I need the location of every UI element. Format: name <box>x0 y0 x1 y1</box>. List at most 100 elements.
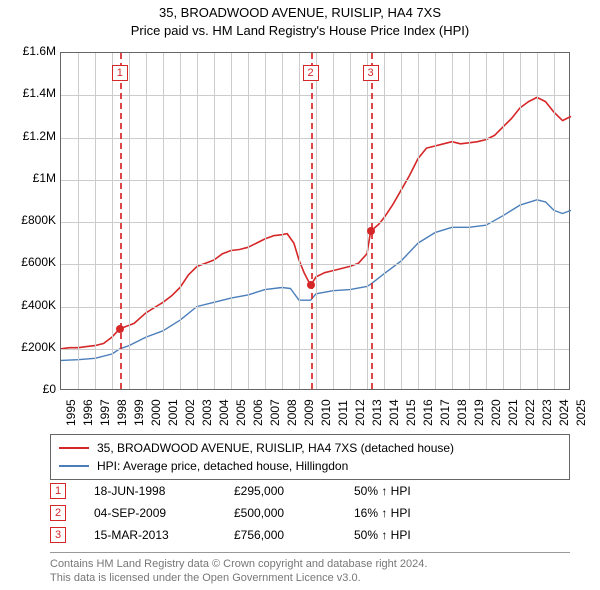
x-tick-label: 2010 <box>319 399 333 426</box>
y-tick-label: £1.4M <box>6 86 56 100</box>
x-tick-label: 2020 <box>489 399 503 426</box>
gridline-v <box>537 53 538 389</box>
sale-row-marker: 1 <box>50 483 66 499</box>
gridline-v <box>231 53 232 389</box>
gridline-v <box>95 53 96 389</box>
legend-swatch <box>59 447 89 449</box>
sale-row: 1 18-JUN-1998£295,00050% ↑ HPI <box>50 480 570 502</box>
x-tick-label: 2014 <box>387 399 401 426</box>
sale-row: 204-SEP-2009£500,00016% ↑ HPI <box>50 502 570 524</box>
gridline-h <box>61 180 569 181</box>
x-tick-label: 2016 <box>421 399 435 426</box>
legend-label: HPI: Average price, detached house, Hill… <box>97 459 348 473</box>
sale-row: 315-MAR-2013£756,00050% ↑ HPI <box>50 524 570 546</box>
x-tick-label: 2019 <box>472 399 486 426</box>
gridline-h <box>61 95 569 96</box>
sale-marker-line <box>371 53 373 389</box>
sale-row-price: £295,000 <box>234 484 354 498</box>
sale-marker-box: 2 <box>303 65 319 81</box>
y-tick-label: £800K <box>6 213 56 227</box>
legend: 35, BROADWOOD AVENUE, RUISLIP, HA4 7XS (… <box>50 434 570 480</box>
gridline-v <box>146 53 147 389</box>
gridline-v <box>163 53 164 389</box>
gridline-v <box>554 53 555 389</box>
sale-row-date: 15-MAR-2013 <box>94 528 234 542</box>
gridline-v <box>520 53 521 389</box>
footer: Contains HM Land Registry data © Crown c… <box>50 552 570 586</box>
x-tick-label: 2006 <box>251 399 265 426</box>
sale-row-date: 04-SEP-2009 <box>94 506 234 520</box>
sale-marker-dot <box>307 281 315 289</box>
gridline-v <box>401 53 402 389</box>
x-tick-label: 2012 <box>353 399 367 426</box>
gridline-v <box>469 53 470 389</box>
gridline-v <box>282 53 283 389</box>
sale-row-pct: 50% ↑ HPI <box>354 484 411 498</box>
x-tick-label: 2009 <box>302 399 316 426</box>
gridline-v <box>384 53 385 389</box>
footer-line2: This data is licensed under the Open Gov… <box>50 571 570 585</box>
gridline-v <box>367 53 368 389</box>
gridline-v <box>214 53 215 389</box>
legend-label: 35, BROADWOOD AVENUE, RUISLIP, HA4 7XS (… <box>97 441 454 455</box>
sale-row-date: 18-JUN-1998 <box>94 484 234 498</box>
x-tick-label: 1995 <box>64 399 78 426</box>
x-tick-label: 1996 <box>81 399 95 426</box>
sale-marker-box: 3 <box>363 65 379 81</box>
y-tick-label: £600K <box>6 255 56 269</box>
gridline-h <box>61 264 569 265</box>
gridline-v <box>248 53 249 389</box>
gridline-v <box>112 53 113 389</box>
sales-table: 118-JUN-1998£295,00050% ↑ HPI204-SEP-200… <box>50 480 570 546</box>
y-tick-label: £200K <box>6 340 56 354</box>
gridline-v <box>129 53 130 389</box>
gridline-v <box>486 53 487 389</box>
gridline-v <box>78 53 79 389</box>
chart-plot-area: 1 2 3 <box>60 52 570 390</box>
sale-row-price: £500,000 <box>234 506 354 520</box>
title-block: 35, BROADWOOD AVENUE, RUISLIP, HA4 7XS P… <box>0 0 600 40</box>
x-tick-label: 2005 <box>234 399 248 426</box>
gridline-v <box>435 53 436 389</box>
y-tick-label: £400K <box>6 298 56 312</box>
y-tick-label: £1.6M <box>6 44 56 58</box>
chart-svg <box>61 53 569 389</box>
x-tick-label: 2022 <box>523 399 537 426</box>
x-tick-label: 2018 <box>455 399 469 426</box>
footer-line1: Contains HM Land Registry data © Crown c… <box>50 557 570 571</box>
legend-swatch <box>59 465 89 467</box>
gridline-v <box>333 53 334 389</box>
sale-marker-line <box>311 53 313 389</box>
x-tick-label: 2013 <box>370 399 384 426</box>
sale-marker-line <box>120 53 122 389</box>
gridline-h <box>61 349 569 350</box>
y-tick-label: £0 <box>6 382 56 396</box>
gridline-v <box>350 53 351 389</box>
sale-row-price: £756,000 <box>234 528 354 542</box>
x-tick-label: 1998 <box>115 399 129 426</box>
gridline-h <box>61 307 569 308</box>
x-tick-label: 2025 <box>574 399 588 426</box>
sale-marker-dot <box>367 227 375 235</box>
title-line1: 35, BROADWOOD AVENUE, RUISLIP, HA4 7XS <box>0 4 600 22</box>
gridline-v <box>299 53 300 389</box>
gridline-v <box>197 53 198 389</box>
sale-row-pct: 50% ↑ HPI <box>354 528 411 542</box>
gridline-v <box>503 53 504 389</box>
x-tick-label: 2008 <box>285 399 299 426</box>
x-tick-label: 2001 <box>166 399 180 426</box>
x-tick-label: 2024 <box>557 399 571 426</box>
gridline-h <box>61 222 569 223</box>
sale-marker-dot <box>116 325 124 333</box>
x-tick-label: 2007 <box>268 399 282 426</box>
x-tick-label: 2002 <box>183 399 197 426</box>
sale-marker-box: 1 <box>112 65 128 81</box>
x-tick-label: 2015 <box>404 399 418 426</box>
gridline-v <box>452 53 453 389</box>
y-tick-label: £1.2M <box>6 129 56 143</box>
y-tick-label: £1M <box>6 171 56 185</box>
gridline-v <box>316 53 317 389</box>
x-tick-label: 2021 <box>506 399 520 426</box>
gridline-v <box>418 53 419 389</box>
x-tick-label: 2000 <box>149 399 163 426</box>
